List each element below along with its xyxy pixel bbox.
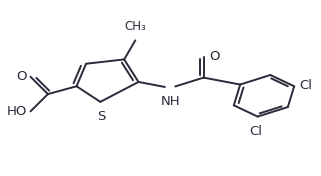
Text: CH₃: CH₃ (125, 20, 146, 33)
Text: O: O (209, 50, 220, 63)
Text: HO: HO (7, 105, 27, 118)
Text: Cl: Cl (249, 125, 263, 138)
Text: NH: NH (161, 95, 181, 108)
Text: Cl: Cl (299, 79, 312, 92)
Text: O: O (16, 70, 27, 83)
Text: S: S (97, 110, 106, 123)
